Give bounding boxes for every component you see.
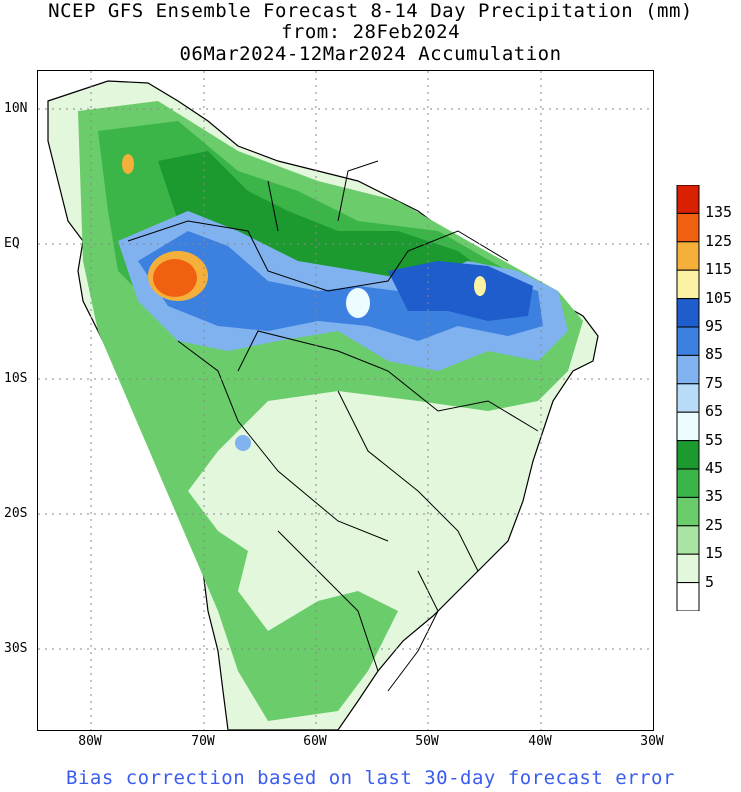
color-legend-label: 105 [705,288,733,307]
color-legend-swatch [676,496,700,527]
color-legend-label: 35 [705,487,724,506]
color-legend-swatch [676,241,700,271]
precip-spot-blue [235,435,251,451]
lon-label-30w: 30W [640,734,664,749]
map-canvas [38,71,653,730]
precip-spot-northwest [122,154,134,174]
precip-spot-pale [346,288,370,318]
color-legend-label: 55 [705,430,724,449]
color-legend [676,185,700,611]
color-legend-swatch [676,326,700,356]
precip-85-105 [138,231,543,341]
precip-peak-105 [474,276,486,296]
lat-label-20s: 20S [4,506,28,521]
color-legend-swatch [676,185,700,214]
lon-label-70w: 70W [191,734,215,749]
lat-label-eq: EQ [4,236,20,251]
graticule [38,71,653,730]
color-legend-swatch [676,269,700,300]
color-legend-swatch [676,440,700,470]
color-legend-label: 75 [705,373,724,392]
lon-label-50w: 50W [415,734,439,749]
color-legend-swatch [676,553,700,584]
color-legend-label: 65 [705,402,724,421]
color-legend-swatch [676,411,700,442]
precipitation-map [37,70,654,731]
accumulation-period: 06Mar2024-12Mar2024 Accumulation [179,43,562,65]
color-legend-label: 125 [705,231,733,250]
color-legend-swatch [676,383,700,413]
color-legend-swatch [676,525,700,555]
color-legend-label: 115 [705,260,733,279]
lat-label-10s: 10S [4,371,28,386]
color-legend-label: 85 [705,345,724,364]
color-legend-label: 135 [705,203,733,222]
lon-label-80w: 80W [78,734,102,749]
map-title: NCEP GFS Ensemble Forecast 8-14 Day Prec… [48,0,693,22]
color-legend-label: 5 [705,572,715,591]
color-legend-label: 95 [705,317,724,335]
color-legend-swatch [676,468,700,498]
lat-label-30s: 30S [4,641,28,656]
color-legend-swatch [676,354,700,385]
color-legend-label: 15 [705,544,724,563]
lon-label-60w: 60W [303,734,327,749]
color-legend-swatch [676,582,700,611]
precip-95-105 [388,261,533,321]
precip-peak-125 [153,259,197,297]
lon-label-40w: 40W [528,734,552,749]
color-legend-swatch [676,298,700,328]
lat-label-10n: 10N [4,101,28,116]
bias-correction-note: Bias correction based on last 30-day for… [66,767,675,789]
forecast-issue-date: from: 28Feb2024 [280,21,461,43]
color-legend-label: 25 [705,515,724,534]
color-legend-label: 45 [705,459,724,477]
color-legend-swatch [676,212,700,243]
